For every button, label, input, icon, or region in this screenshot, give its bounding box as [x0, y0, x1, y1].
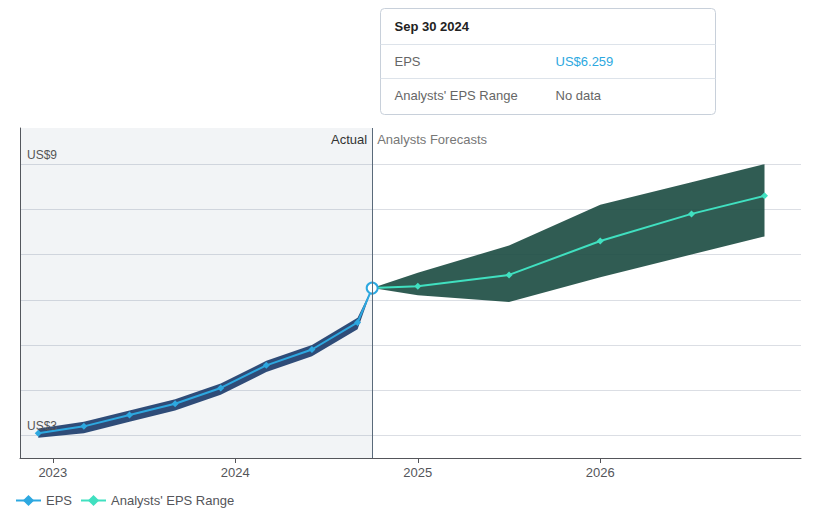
svg-text:Analysts' EPS Range: Analysts' EPS Range [395, 88, 518, 103]
svg-text:US$6.259: US$6.259 [556, 54, 614, 69]
svg-text:Actual: Actual [331, 132, 367, 147]
svg-text:2023: 2023 [38, 465, 67, 480]
svg-text:2024: 2024 [221, 465, 250, 480]
svg-text:EPS: EPS [395, 54, 421, 69]
svg-text:Analysts' EPS Range: Analysts' EPS Range [111, 493, 234, 508]
svg-text:2026: 2026 [586, 465, 615, 480]
svg-text:2025: 2025 [403, 465, 432, 480]
svg-text:Analysts Forecasts: Analysts Forecasts [377, 132, 487, 147]
svg-text:No data: No data [556, 88, 602, 103]
svg-text:US$3: US$3 [27, 419, 57, 433]
svg-text:US$9: US$9 [27, 148, 57, 162]
svg-text:Sep 30 2024: Sep 30 2024 [395, 19, 470, 34]
svg-text:EPS: EPS [46, 493, 72, 508]
